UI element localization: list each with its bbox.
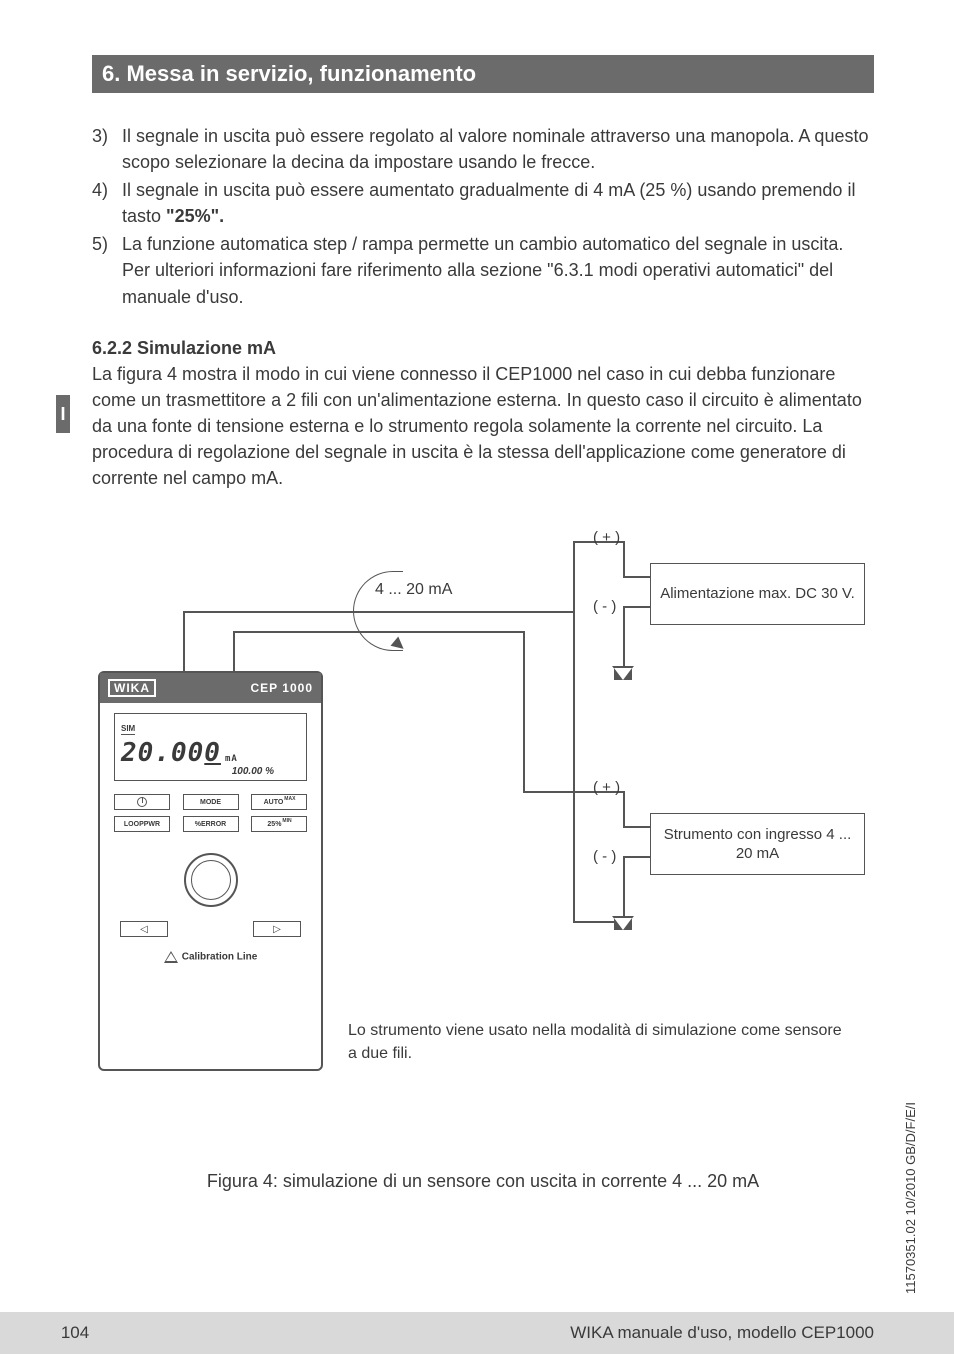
step25-label: 25% [267,821,281,828]
power-button [114,794,170,810]
arrow-right-button: ▷ [253,921,301,937]
auto-label: AUTO [264,799,284,806]
wire [623,606,625,666]
wire [623,856,650,858]
list-text-bold: "25%". [166,206,224,226]
max-sup: MAX [284,796,295,802]
calibration-line: Calibration Line [100,941,321,963]
knob [184,853,238,907]
language-tab: I [56,395,70,433]
terminal-plus: ( + ) [593,779,620,796]
lcd-unit: mA [225,754,238,764]
ground-icon [614,916,632,932]
wire [623,541,625,577]
wika-logo: WIKA [108,679,156,697]
device-lcd: SIM 20.000 mA 100.00 % [114,713,307,781]
arrow-row: ◁ ▷ [100,917,321,941]
lcd-digit-underline: 0 [204,738,221,768]
wire [623,576,650,578]
wire [573,541,575,921]
calibration-label: Calibration Line [182,952,258,963]
wire [623,856,625,916]
lcd-sim-label: SIM [121,724,135,735]
list-text: La funzione automatica step / rampa perm… [122,231,874,309]
section-heading: 6. Messa in servizio, funzionamento [92,55,874,93]
arrow-left-button: ◁ [120,921,168,937]
list-text: Il segnale in uscita può essere regolato… [122,123,874,175]
list-text-pre: Il segnale in uscita può essere aumentat… [122,180,855,226]
terminal-minus: ( - ) [593,848,616,865]
lcd-value: 20.000 mA [121,738,300,768]
device-button-row: MODE AUTOMAX [100,791,321,813]
wire [623,826,650,828]
numbered-list: 3) Il segnale in uscita può essere regol… [92,123,874,310]
power-icon [137,797,147,807]
error-button: %ERROR [183,816,239,832]
device-header: WIKA CEP 1000 [100,673,321,703]
list-item: 4) Il segnale in uscita può essere aumen… [92,177,874,229]
paragraph: La figura 4 mostra il modo in cui viene … [92,361,874,491]
wire [623,606,650,608]
list-number: 5) [92,231,122,309]
document-code: 11570351.02 10/2010 GB/D/F/E/I [903,1102,918,1294]
footer-text: WIKA manuale d'uso, modello CEP1000 [110,1323,874,1343]
knob-inner [191,860,231,900]
step25-button: 25%MIN [251,816,307,832]
lcd-digits: 20.00 [121,738,204,768]
page-footer: 104 WIKA manuale d'uso, modello CEP1000 [0,1312,954,1354]
wiring-diagram: WIKA CEP 1000 SIM 20.000 mA 100.00 % MOD… [93,521,873,1111]
sub-heading: 6.2.2 Simulazione mA [92,338,874,359]
instrument-box: Strumento con ingresso 4 ... 20 mA [650,813,865,875]
terminal-plus: ( + ) [593,529,620,546]
wire [523,631,525,791]
list-item: 5) La funzione automatica step / rampa p… [92,231,874,309]
warning-icon [164,951,178,963]
wire [623,791,625,827]
list-item: 3) Il segnale in uscita può essere regol… [92,123,874,175]
list-number: 3) [92,123,122,175]
wire [233,631,235,671]
power-supply-box: Alimentazione max. DC 30 V. [650,563,865,625]
ground-icon [614,666,632,682]
wire [183,611,185,671]
list-number: 4) [92,177,122,229]
min-sup: MIN [282,818,291,824]
device-box: WIKA CEP 1000 SIM 20.000 mA 100.00 % MOD… [98,671,323,1071]
device-button-row: LOOPPWR %ERROR 25%MIN [100,813,321,835]
page-number: 104 [40,1323,110,1343]
list-text: Il segnale in uscita può essere aumentat… [122,177,874,229]
knob-wrap [100,835,321,917]
looppwr-button: LOOPPWR [114,816,170,832]
current-label: 4 ... 20 mA [375,581,452,599]
auto-button: AUTOMAX [251,794,307,810]
diagram-note: Lo strumento viene usato nella modalità … [348,1020,848,1065]
figure-caption: Figura 4: simulazione di un sensore con … [92,1171,874,1192]
mode-button: MODE [183,794,239,810]
device-model: CEP 1000 [251,681,314,695]
terminal-minus: ( - ) [593,598,616,615]
